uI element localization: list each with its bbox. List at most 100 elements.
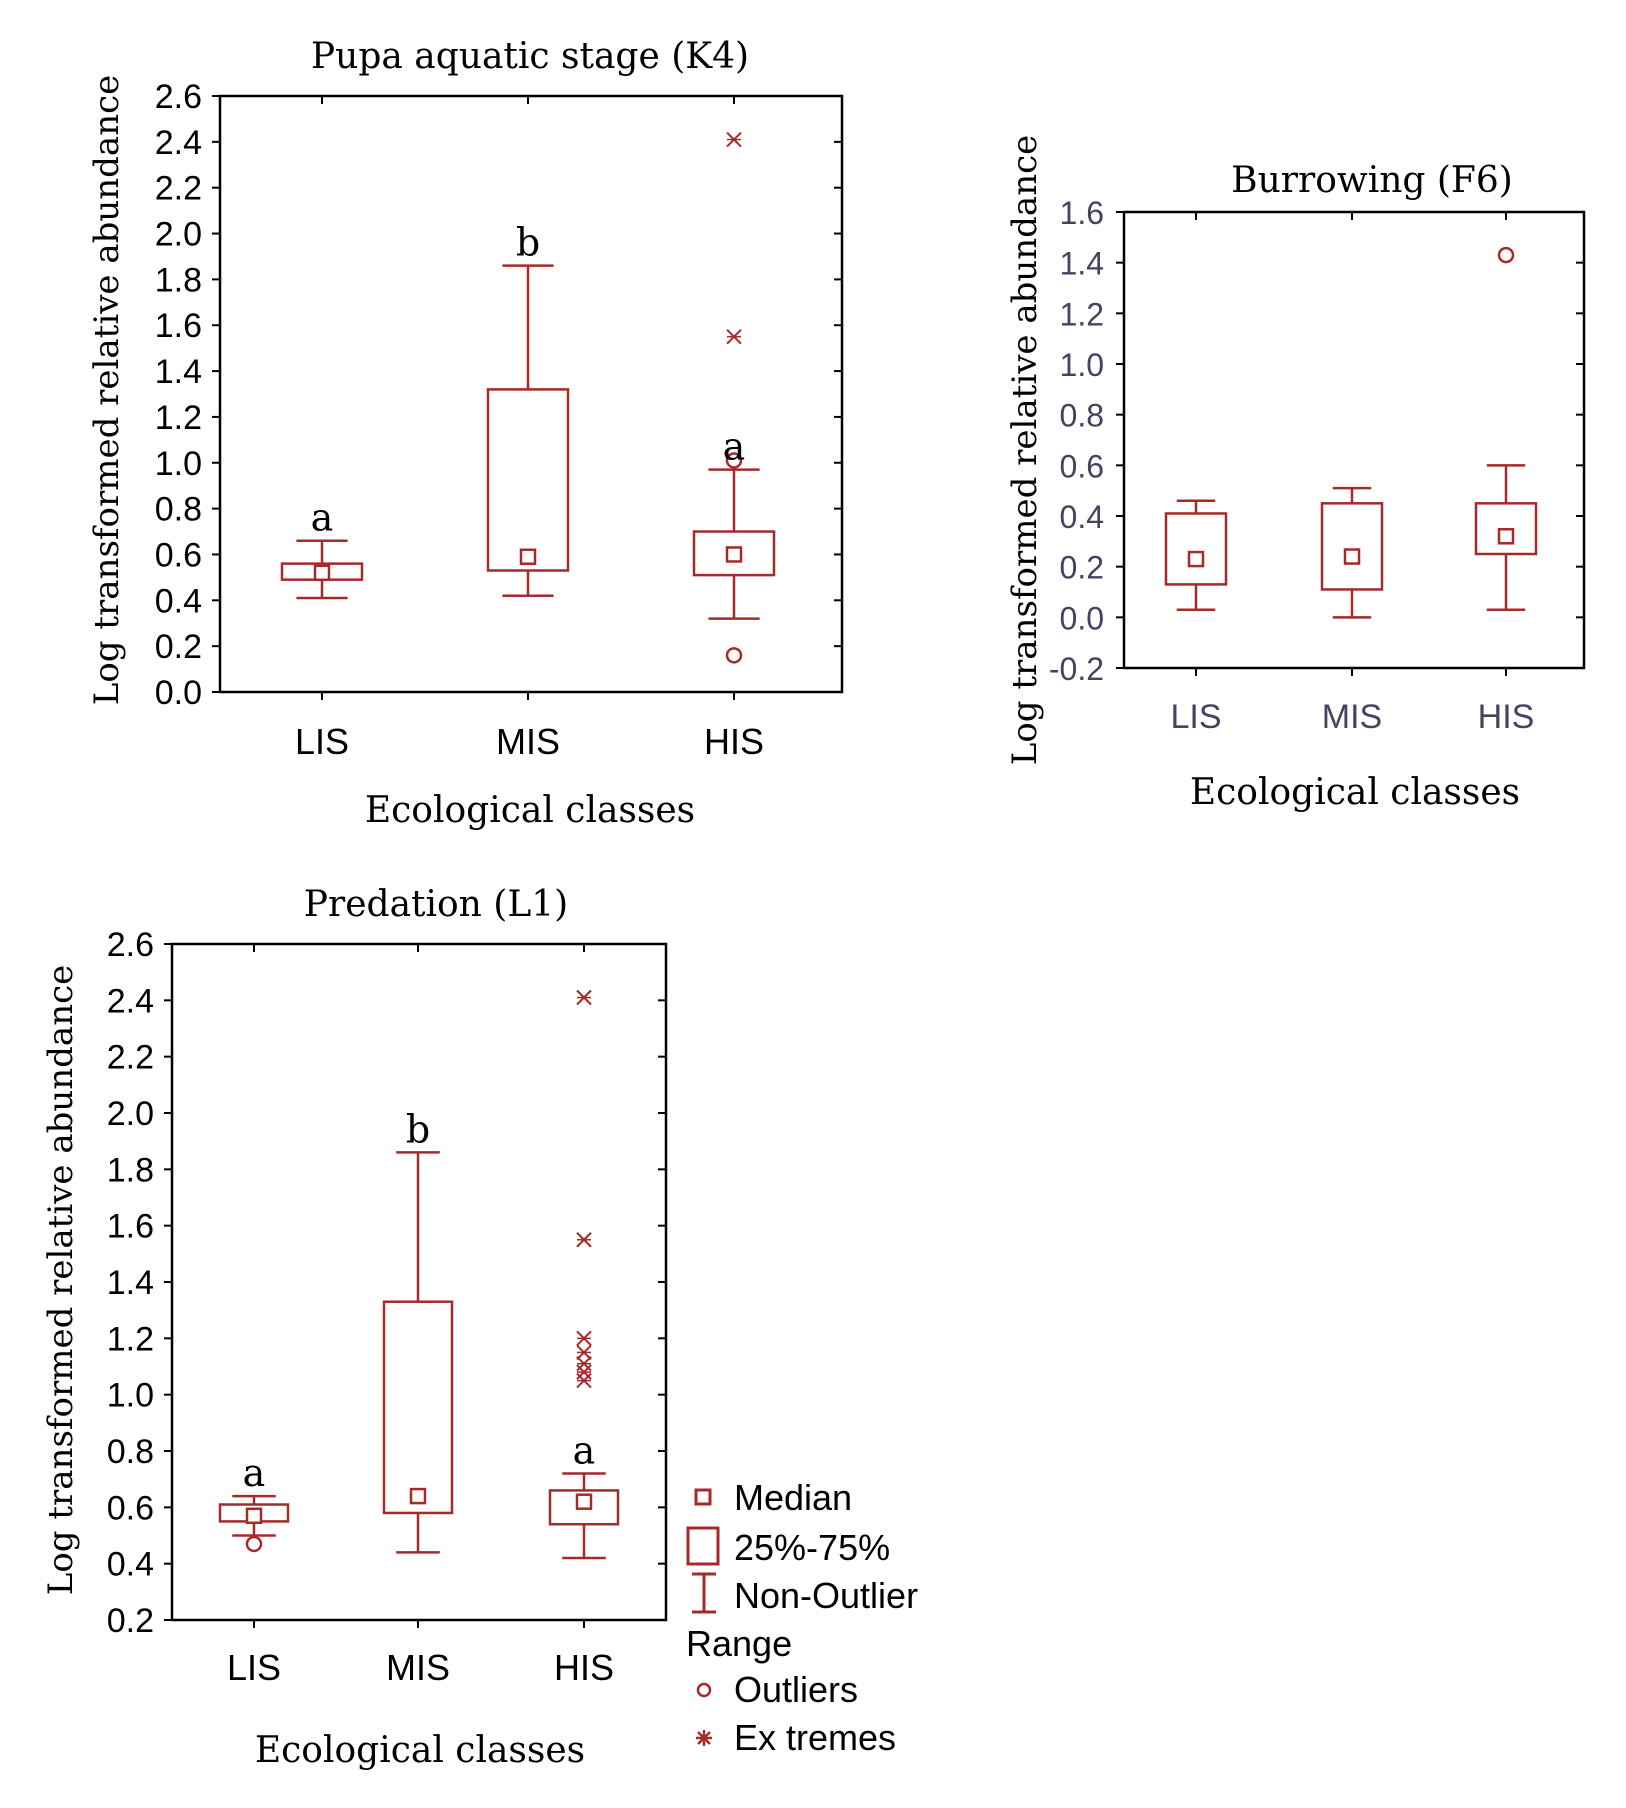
legend-label-non-outlier: Non-Outlier: [734, 1575, 918, 1616]
iqr-box: [1320, 502, 1384, 591]
significance-letter: a: [723, 425, 746, 469]
y-tick-label: 1.0: [1060, 347, 1104, 383]
legend-median-icon: [694, 1488, 712, 1506]
x-tick-label: HIS: [1478, 698, 1535, 736]
y-tick-label: 2.2: [155, 170, 202, 208]
iqr-box: [1474, 502, 1538, 556]
y-tick-label: 1.4: [107, 1264, 154, 1302]
y-tick-label: 1.8: [155, 261, 202, 299]
y-axis-label: Log transformed relative abundance: [41, 965, 81, 1596]
y-tick-label: 0.8: [155, 491, 202, 529]
legend: Median 25%-75% Non-Outlier Range Outlier…: [686, 1477, 918, 1758]
legend-label-extremes: Ex tremes: [734, 1717, 896, 1758]
y-tick-label: 2.0: [107, 1095, 154, 1133]
box-mis: b: [486, 221, 570, 597]
x-tick-label: MIS: [1322, 698, 1382, 736]
y-tick-label: -0.2: [1049, 651, 1104, 687]
significance-letter: a: [311, 496, 334, 540]
x-tick-label: MIS: [386, 1647, 450, 1688]
box-his: a: [692, 131, 776, 664]
outlier-point: [725, 452, 743, 469]
median-marker: [313, 564, 331, 582]
y-tick-label: 0.2: [155, 628, 202, 666]
median-marker: [245, 1507, 263, 1525]
chart-predation: Predation (L1) Ecological classes Log tr…: [41, 884, 668, 1771]
y-tick-label: 1.4: [155, 353, 202, 391]
y-tick-label: 2.6: [155, 78, 202, 116]
y-tick-label: 2.6: [107, 926, 154, 964]
y-tick-label: 0.0: [155, 674, 202, 712]
y-axis-label: Log transformed relative abundance: [87, 75, 127, 706]
outlier-point: [245, 1535, 263, 1553]
box-lis: a: [280, 496, 364, 600]
y-tick-label: 1.6: [107, 1208, 154, 1246]
legend-extreme-icon: [696, 1730, 712, 1746]
outlier-point: [725, 647, 743, 664]
median-marker: [409, 1487, 427, 1505]
significance-letter: a: [243, 1451, 266, 1495]
box-mis: b: [382, 1107, 454, 1554]
significance-letter: b: [406, 1107, 430, 1151]
x-tick-label: LIS: [295, 721, 349, 762]
legend-label-median: Median: [734, 1477, 852, 1518]
y-tick-label: 0.6: [1060, 448, 1104, 484]
legend-box-icon: [686, 1526, 720, 1566]
y-tick-label: 0.2: [107, 1602, 154, 1640]
iqr-box: [692, 530, 776, 577]
x-axis-label: Ecological classes: [1190, 772, 1520, 813]
extreme-point: [726, 328, 742, 345]
x-tick-label: HIS: [704, 721, 764, 762]
y-tick-label: 0.2: [1060, 550, 1104, 586]
extreme-point: [576, 1232, 592, 1248]
plot-frame: [1122, 210, 1586, 670]
y-tick-label: 0.4: [1060, 499, 1104, 535]
y-tick-label: 0.0: [1060, 600, 1104, 636]
extreme-point: [726, 131, 742, 148]
x-axis-label: Ecological classes: [255, 1730, 585, 1771]
legend-label-outliers: Outliers: [734, 1669, 858, 1710]
y-tick-label: 0.6: [107, 1489, 154, 1527]
legend-outlier-icon: [696, 1682, 712, 1698]
y-axis-label: Log transformed relative abundance: [1005, 135, 1045, 766]
iqr-box: [548, 1489, 620, 1526]
extreme-point: [576, 1330, 592, 1347]
iqr-box: [1164, 512, 1228, 586]
median-marker: [1187, 550, 1205, 568]
median-marker: [725, 546, 743, 563]
y-tick-label: 0.4: [107, 1546, 154, 1584]
y-tick-label: 1.2: [107, 1320, 154, 1358]
y-tick-label: 2.0: [155, 216, 202, 254]
extreme-point: [576, 1344, 592, 1361]
box-lis: a: [218, 1451, 290, 1553]
box-lis: [1164, 499, 1228, 611]
y-tick-label: 1.8: [107, 1151, 154, 1189]
chart-burrowing: Burrowing (F6) Ecological classes Log tr…: [1005, 135, 1586, 813]
x-tick-label: LIS: [227, 1647, 281, 1688]
median-marker: [1497, 528, 1515, 545]
iqr-box: [382, 1300, 454, 1515]
legend-label-box: 25%-75%: [734, 1527, 890, 1568]
y-tick-label: 1.6: [155, 307, 202, 345]
extreme-point: [576, 1355, 592, 1372]
y-tick-label: 2.4: [155, 124, 202, 162]
y-tick-label: 2.2: [107, 1039, 154, 1077]
chart-title: Burrowing (F6): [1231, 160, 1513, 201]
x-tick-label: LIS: [1170, 698, 1221, 736]
y-tick-label: 0.8: [107, 1433, 154, 1471]
box-mis: [1320, 486, 1384, 619]
chart-pupa-aquatic-stage: Pupa aquatic stage (K4) Ecological class…: [87, 36, 844, 831]
y-tick-label: 0.8: [1060, 398, 1104, 434]
box-his: a: [548, 989, 620, 1560]
chart-title: Pupa aquatic stage (K4): [311, 36, 749, 77]
plot-frame: [218, 94, 844, 694]
x-axis-label: Ecological classes: [365, 790, 695, 831]
iqr-box: [486, 388, 570, 572]
x-tick-label: HIS: [554, 1647, 614, 1688]
chart-title: Predation (L1): [304, 884, 568, 925]
y-tick-label: 1.0: [155, 445, 202, 483]
y-tick-label: 1.2: [1060, 296, 1104, 332]
box-his: [1474, 246, 1538, 611]
y-tick-label: 0.4: [155, 582, 202, 620]
median-marker: [1343, 548, 1361, 565]
